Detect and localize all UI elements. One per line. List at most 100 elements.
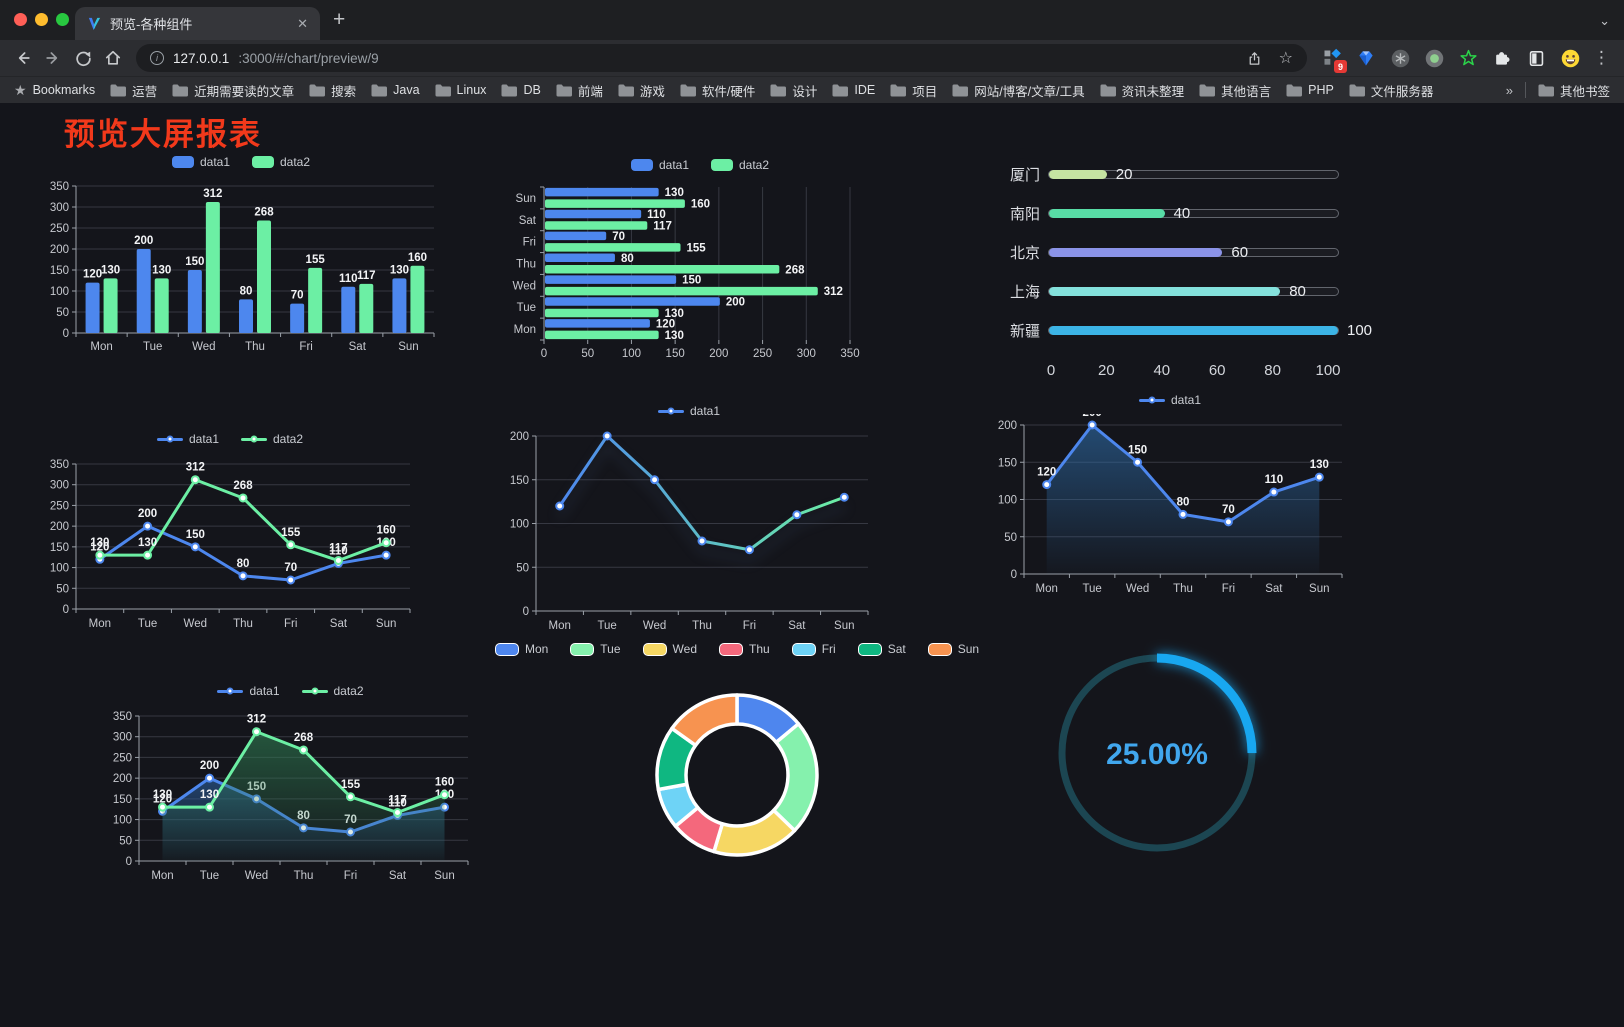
svg-text:Sun: Sun: [1309, 583, 1329, 595]
bookmark-folder[interactable]: IDE: [832, 83, 875, 97]
bookmark-folder[interactable]: Linux: [435, 83, 486, 97]
gradient-line-chart[interactable]: data1 0 50 100 150 200 Mon Tue Wed Thu Fri Sat Sun: [500, 397, 878, 642]
chart-legend: data1 data2: [40, 429, 420, 449]
forward-button[interactable]: [38, 43, 68, 73]
progress-row[interactable]: 上海 80: [1000, 272, 1352, 311]
close-window-button[interactable]: [14, 13, 27, 26]
bookmark-folder[interactable]: 近期需要读的文章: [172, 81, 294, 100]
browser-tab[interactable]: 预览-各种组件 ✕: [75, 7, 320, 40]
legend-item[interactable]: data1: [1138, 393, 1201, 407]
share-icon[interactable]: [1246, 50, 1263, 67]
tab-search-chevron-icon[interactable]: ⌄: [1599, 13, 1610, 28]
browser-menu-icon[interactable]: ⋮: [1593, 48, 1610, 67]
back-button[interactable]: [8, 43, 38, 73]
bookmark-folder[interactable]: DB: [501, 83, 541, 97]
svg-text:150: 150: [185, 256, 204, 268]
legend-item[interactable]: Thu: [719, 642, 770, 656]
bookmark-folder[interactable]: 游戏: [618, 81, 665, 100]
legend-item[interactable]: data1: [156, 432, 219, 446]
line-canvas[interactable]: 0 50 100 150 200 Mon Tue Wed Thu Fri Sat Sun 120 200 1…: [988, 407, 1352, 602]
bookmark-folder[interactable]: 前端: [556, 81, 603, 100]
svg-text:300: 300: [797, 348, 816, 360]
line-canvas[interactable]: 0 50 100 150 200 250 300 350 Mon Tue Wed Thu Fri Sat S…: [40, 453, 420, 637]
svg-text:350: 350: [113, 711, 132, 723]
progress-row[interactable]: 厦门 20: [1000, 155, 1352, 194]
bookmarks-bar: ★ Bookmarks 运营 近期需要读的文章 搜索 Java Linux DB 前端 游戏软…: [0, 76, 1624, 103]
legend-item[interactable]: data1: [217, 684, 280, 698]
legend-item[interactable]: data1: [171, 155, 230, 169]
legend-item[interactable]: data1: [657, 404, 720, 418]
svg-text:160: 160: [691, 199, 710, 211]
horizontal-bar-chart[interactable]: data1 data2 0 50 100 150 200 250 300 350 Sun 130 160…: [504, 151, 896, 371]
proxy-extension-icon[interactable]: 9: [1321, 47, 1347, 73]
minimize-window-button[interactable]: [35, 13, 48, 26]
legend-item[interactable]: data2: [241, 432, 303, 446]
legend-item[interactable]: Sun: [927, 642, 979, 656]
line-canvas[interactable]: 0 50 100 150 200 Mon Tue Wed Thu Fri Sat Sun: [500, 425, 878, 639]
svg-text:100: 100: [50, 563, 69, 575]
bookmark-folder[interactable]: Java: [371, 83, 420, 97]
progress-bars-chart[interactable]: 厦门 20 南阳 40 北京 60 上海 80 新疆 100 0 20 40 60 80 100: [1000, 155, 1372, 395]
other-bookmarks[interactable]: 其他书签: [1538, 81, 1610, 100]
legend-item[interactable]: Tue: [570, 642, 621, 656]
tab-strip: 预览-各种组件 ✕ + ⌄: [0, 0, 1624, 40]
reload-button[interactable]: [68, 43, 98, 73]
line-canvas[interactable]: 0 50 100 150 200 250 300 350 Mon Tue Wed Thu Fri Sat S…: [103, 705, 478, 889]
area-line-chart[interactable]: data1 0 50 100 150 200 Mon Tue Wed Thu Fri Sat Sun 12…: [988, 386, 1352, 605]
maximize-window-button[interactable]: [56, 13, 69, 26]
new-tab-button[interactable]: +: [333, 8, 346, 31]
legend-item[interactable]: data2: [301, 684, 364, 698]
home-button[interactable]: [98, 43, 128, 73]
chart-legend: data1 data2: [40, 152, 442, 172]
folder-icon: [1349, 84, 1365, 97]
emoji-extension-icon[interactable]: [1559, 47, 1581, 69]
address-bar[interactable]: i 127.0.0.1 :3000/#/chart/preview/9 ☆: [136, 44, 1307, 72]
gauge-ring-chart[interactable]: 25.00%: [1040, 631, 1274, 875]
donut-canvas[interactable]: [552, 663, 922, 878]
legend-item[interactable]: Sat: [857, 642, 906, 656]
svg-text:130: 130: [138, 537, 157, 549]
svg-text:70: 70: [284, 562, 297, 574]
legend-item[interactable]: data2: [252, 155, 310, 169]
bookmark-folder[interactable]: 文件服务器: [1349, 81, 1433, 100]
gem-extension-icon[interactable]: [1355, 47, 1377, 69]
bookmarks-overflow-chevron[interactable]: »: [1505, 82, 1513, 98]
two-series-line-chart[interactable]: data1 data2 0 50 100 150 200 250 300 350 Mon Tue Wed…: [40, 425, 420, 640]
legend-item[interactable]: data2: [711, 158, 769, 172]
bookmark-folder[interactable]: 其他语言: [1199, 81, 1271, 100]
dark-reader-extension-icon[interactable]: [1525, 47, 1547, 69]
two-series-area-line-chart[interactable]: data1 data2 0 50 100 150 200 250 300 350 Mon Tue Wed…: [103, 677, 478, 892]
bookmark-folder[interactable]: 网站/博客/文章/工具: [952, 81, 1085, 100]
bookmark-folder[interactable]: 资讯未整理: [1100, 81, 1184, 100]
bookmark-folder[interactable]: 项目: [890, 81, 937, 100]
legend-item[interactable]: Mon: [494, 642, 548, 656]
green-star-extension-icon[interactable]: [1457, 47, 1479, 69]
bookmark-folder[interactable]: 设计: [770, 81, 817, 100]
progress-row[interactable]: 新疆 100: [1000, 311, 1372, 350]
bookmark-star-icon[interactable]: ☆: [1278, 50, 1293, 67]
bookmark-folder[interactable]: 运营: [110, 81, 157, 100]
legend-item[interactable]: data1: [630, 158, 689, 172]
progress-row[interactable]: 南阳 40: [1000, 194, 1352, 233]
tab-close-icon[interactable]: ✕: [297, 15, 308, 31]
donut-chart[interactable]: Mon Tue Wed Thu Fri Sat Sun: [494, 635, 979, 880]
svg-text:268: 268: [233, 480, 253, 492]
bookmark-folder[interactable]: PHP: [1286, 83, 1334, 97]
legend-item[interactable]: Fri: [791, 642, 836, 656]
svg-text:117: 117: [357, 270, 376, 282]
progress-row[interactable]: 北京 60: [1000, 233, 1352, 272]
site-info-icon[interactable]: i: [150, 51, 164, 65]
svg-text:Mon: Mon: [90, 341, 112, 353]
gauge-canvas[interactable]: 25.00%: [1040, 631, 1274, 875]
bookmark-folder[interactable]: 搜索: [309, 81, 356, 100]
legend-item[interactable]: Wed: [642, 642, 697, 656]
svg-text:Tue: Tue: [1082, 583, 1101, 595]
bookmarks-root[interactable]: ★ Bookmarks: [14, 81, 96, 98]
extensions-puzzle-icon[interactable]: [1491, 47, 1513, 69]
grouped-bar-chart[interactable]: data1 data2 0 50 100 150 200 250 300 350 Mon Tue Wed…: [40, 148, 442, 370]
circle-asterisk-extension-icon[interactable]: [1389, 47, 1411, 69]
bookmark-folder[interactable]: 软件/硬件: [680, 81, 755, 100]
bar-canvas[interactable]: 0 50 100 150 200 250 300 350 Mon Tue Wed Thu Fri Sat S…: [40, 176, 442, 359]
circle-dot-extension-icon[interactable]: [1423, 47, 1445, 69]
